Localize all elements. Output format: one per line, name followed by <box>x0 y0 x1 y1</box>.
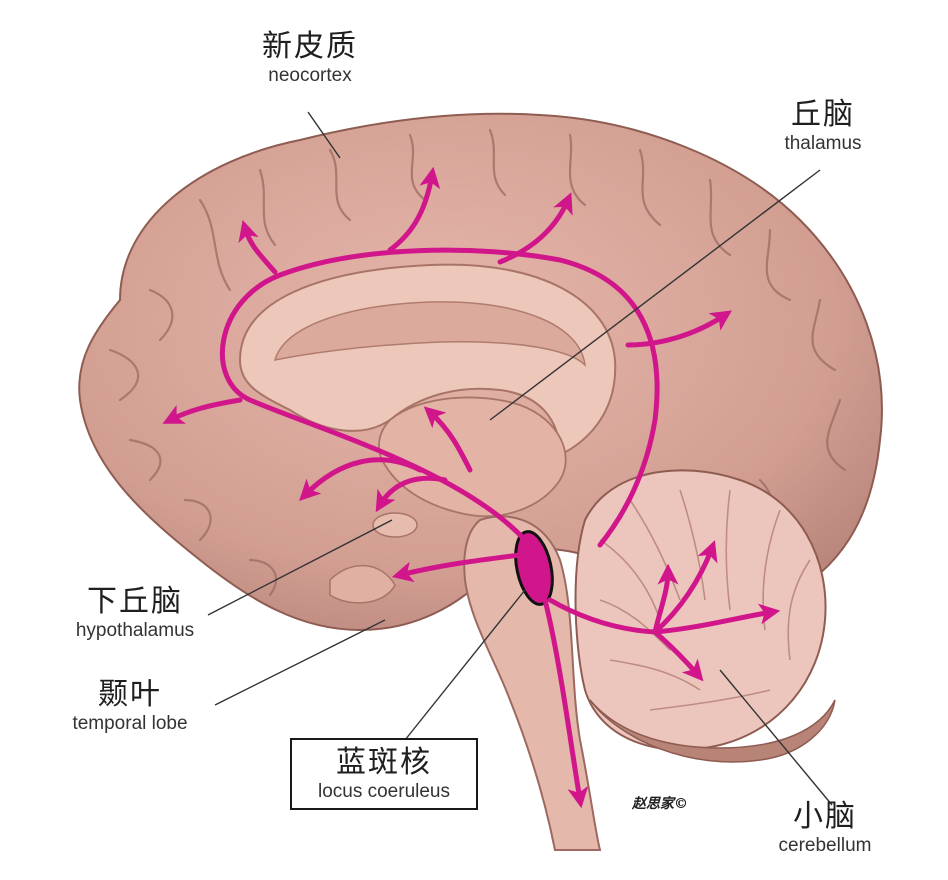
label-thalamus: 丘脑 thalamus <box>758 98 888 154</box>
label-cerebellum-en: cerebellum <box>760 835 890 857</box>
label-thalamus-zh: 丘脑 <box>758 98 888 133</box>
label-temporal-lobe-zh: 颞叶 <box>55 678 205 713</box>
label-hypothalamus: 下丘脑 hypothalamus <box>60 585 210 641</box>
label-neocortex: 新皮质 neocortex <box>245 30 375 86</box>
label-cerebellum-zh: 小脑 <box>760 800 890 835</box>
label-cerebellum: 小脑 cerebellum <box>760 800 890 856</box>
label-locus-coeruleus-zh: 蓝斑核 <box>314 746 454 781</box>
label-temporal-lobe-en: temporal lobe <box>55 713 205 735</box>
label-thalamus-en: thalamus <box>758 133 888 155</box>
label-hypothalamus-en: hypothalamus <box>60 620 210 642</box>
artist-signature: 赵思家© <box>632 793 688 813</box>
label-hypothalamus-zh: 下丘脑 <box>60 585 210 620</box>
label-neocortex-zh: 新皮质 <box>245 30 375 65</box>
cerebellum <box>576 470 826 750</box>
mammillary-body <box>373 513 417 537</box>
label-temporal-lobe: 颞叶 temporal lobe <box>55 678 205 734</box>
label-neocortex-en: neocortex <box>245 65 375 87</box>
label-locus-coeruleus: 蓝斑核 locus coeruleus <box>290 738 478 810</box>
label-locus-coeruleus-en: locus coeruleus <box>314 781 454 803</box>
